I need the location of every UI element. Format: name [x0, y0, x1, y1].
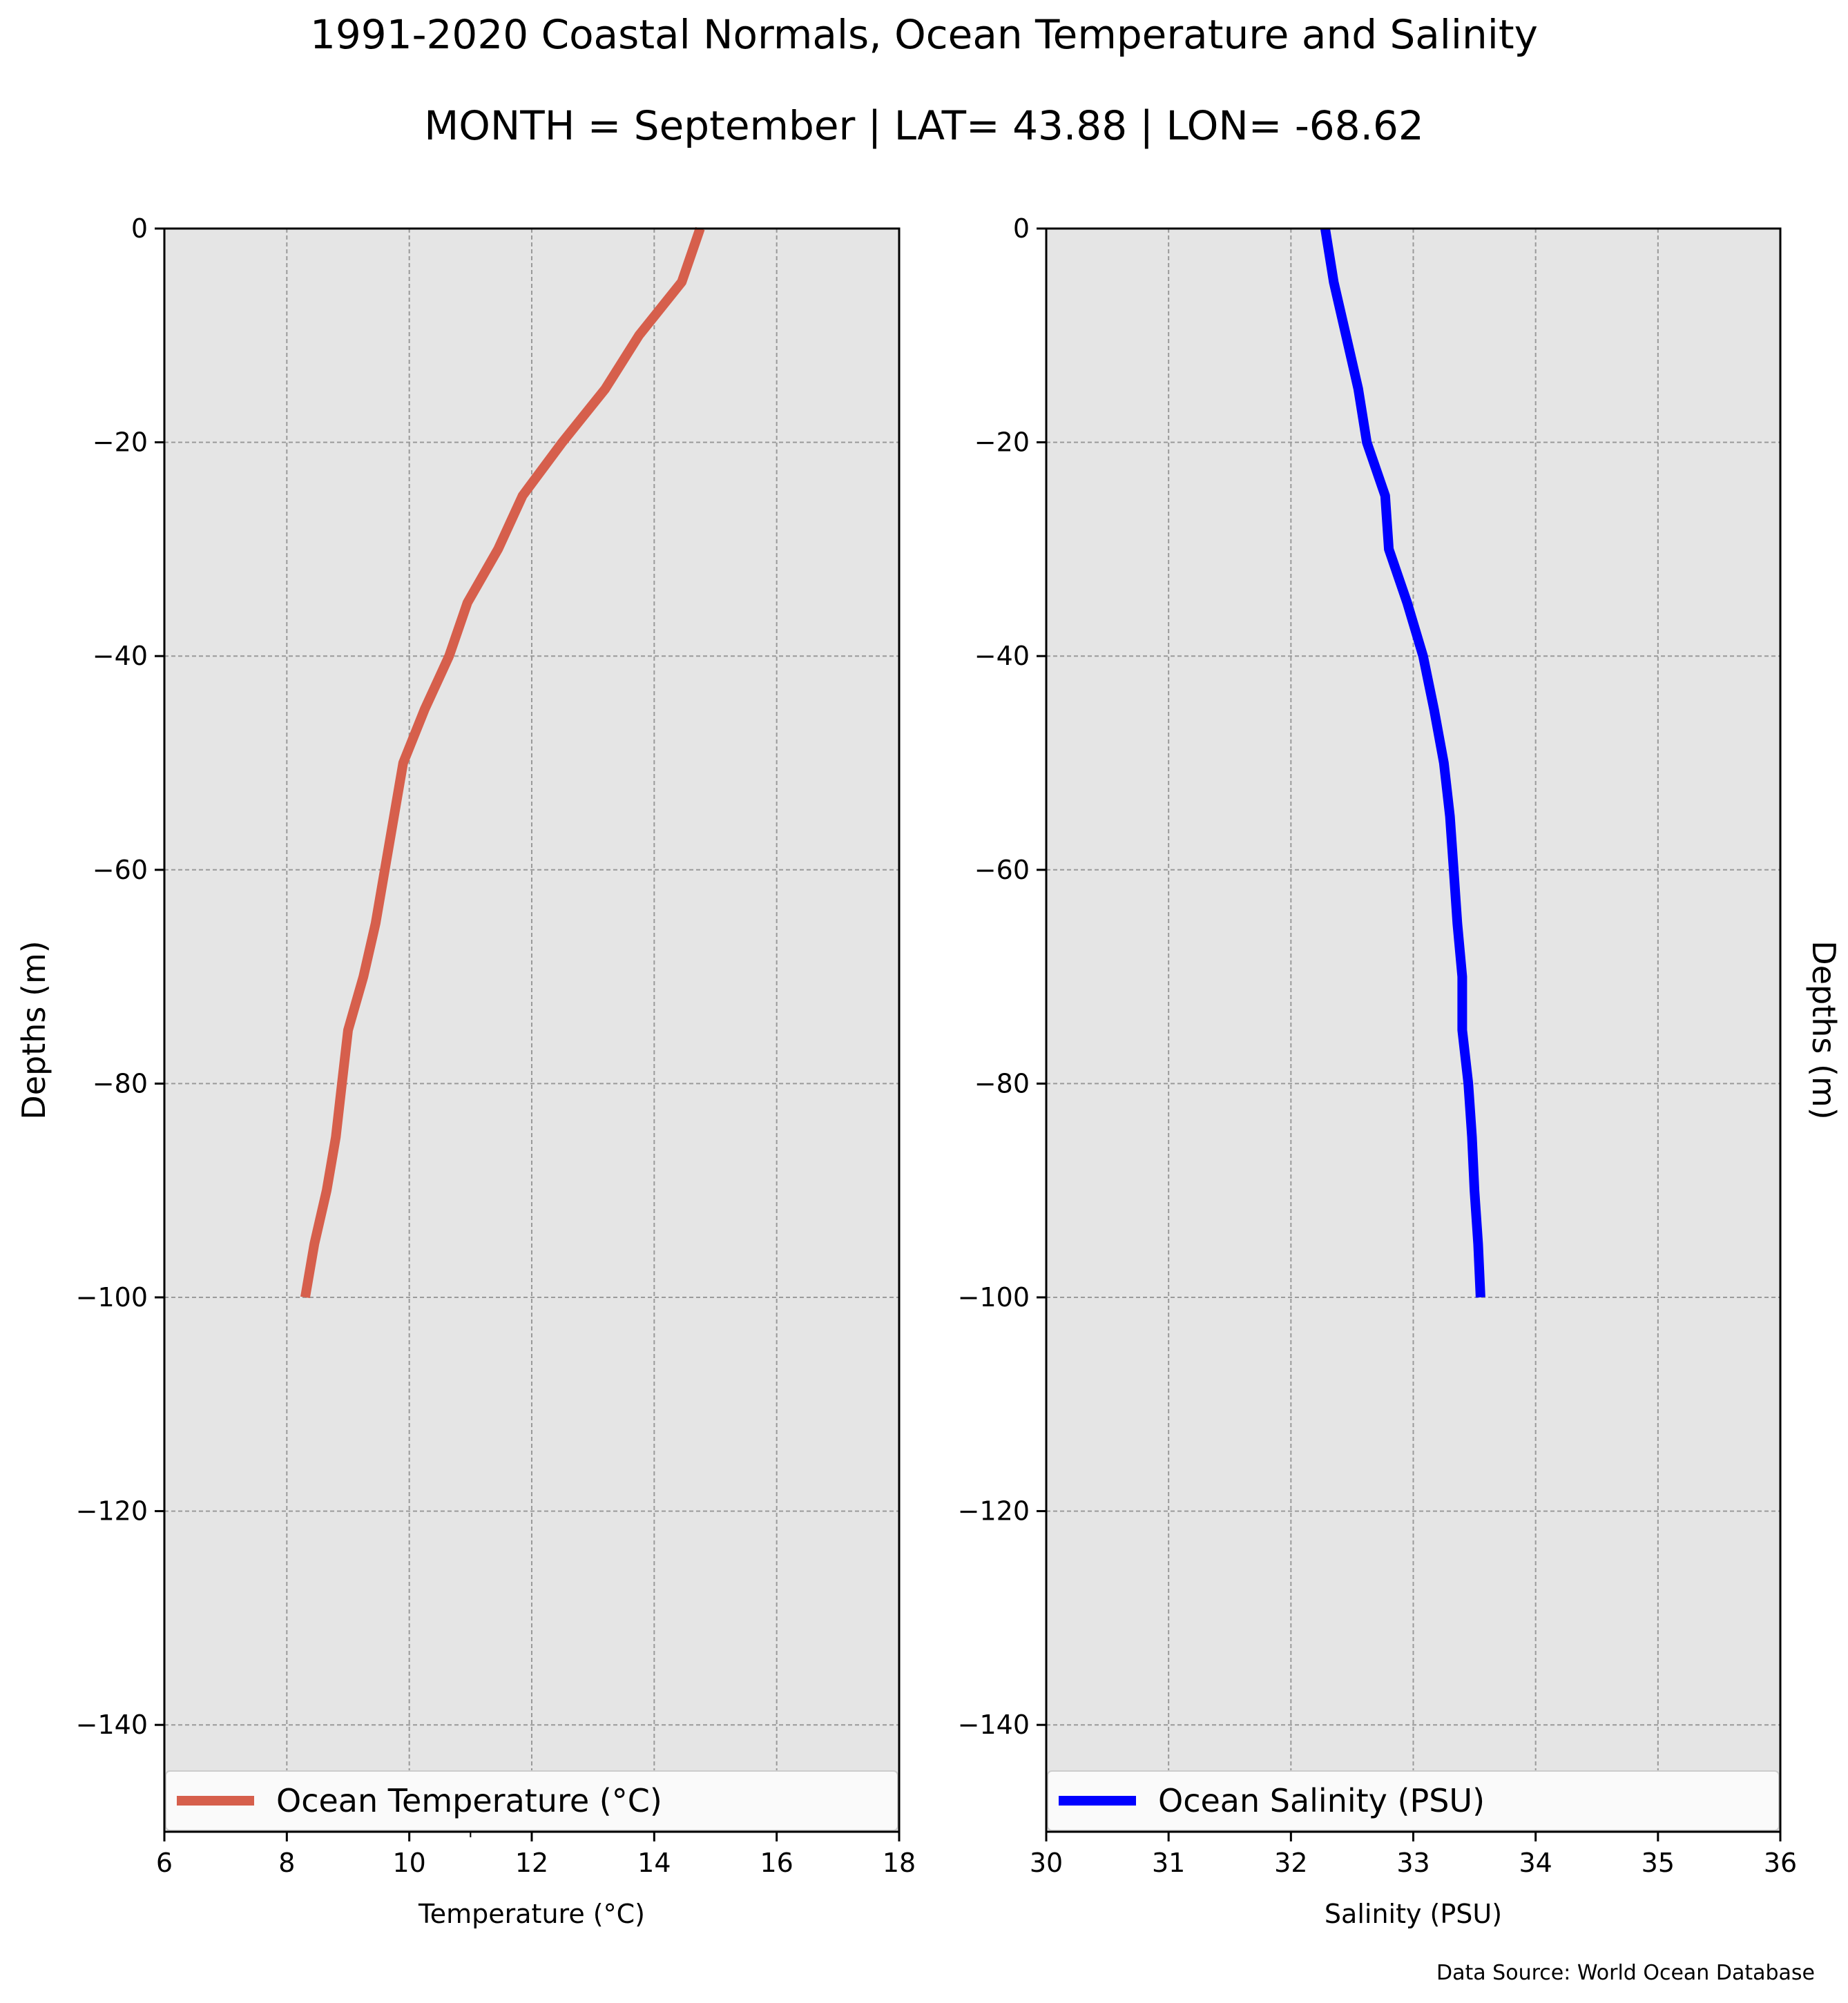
- y-tick-label: −80: [93, 1068, 148, 1099]
- panel-1: Ocean Temperature (°C) 6 8 10 12 14 16 18 0 −20 −4…: [15, 213, 916, 1929]
- y-tick-label: −40: [974, 641, 1030, 671]
- y-tick-label: −20: [974, 427, 1030, 458]
- y-tick-label: 0: [131, 213, 148, 244]
- legend-label: Ocean Salinity (PSU): [1158, 1782, 1485, 1819]
- legend-box: [1047, 1770, 1780, 1831]
- y-axis-label: Depths (m): [15, 940, 52, 1119]
- x-tick-label: 31: [1152, 1848, 1185, 1878]
- legend-box: [165, 1770, 898, 1831]
- x-tick-label: 30: [1030, 1848, 1063, 1878]
- chart-title: 1991-2020 Coastal Normals, Ocean Tempera…: [310, 11, 1538, 58]
- x-tick-label: 35: [1642, 1848, 1675, 1878]
- data-source-note: Data Source: World Ocean Database: [1436, 1961, 1815, 1985]
- x-tick-label: 34: [1519, 1848, 1552, 1878]
- y-tick-label: −40: [93, 641, 148, 671]
- x-axis-label: Salinity (PSU): [1325, 1899, 1502, 1929]
- x-tick-label: 36: [1764, 1848, 1797, 1878]
- legend-label: Ocean Temperature (°C): [276, 1782, 662, 1819]
- x-axis-label: Temperature (°C): [418, 1899, 645, 1929]
- y-tick-label: −80: [974, 1068, 1030, 1099]
- x-tick-label: 32: [1274, 1848, 1307, 1878]
- y-tick-label: −100: [958, 1282, 1030, 1313]
- chart-subtitle: MONTH = September | LAT= 43.88 | LON= -6…: [424, 102, 1424, 149]
- x-tick-label: 33: [1396, 1848, 1430, 1878]
- x-tick-label: 18: [883, 1848, 916, 1878]
- x-tick-label: 14: [637, 1848, 671, 1878]
- x-tick-label: 10: [392, 1848, 425, 1878]
- y-tick-label: −100: [76, 1282, 148, 1313]
- y-axis-label-right: Depths (m): [1805, 940, 1842, 1119]
- x-tick-label: 8: [278, 1848, 295, 1878]
- y-tick-label: 0: [1013, 213, 1030, 244]
- x-tick-label: 6: [156, 1848, 173, 1878]
- y-tick-label: −60: [93, 855, 148, 885]
- y-tick-label: −20: [93, 427, 148, 458]
- series-line: [300, 226, 705, 1299]
- y-tick-label: −120: [76, 1496, 148, 1527]
- series-line: [1320, 227, 1485, 1298]
- panel-2: Ocean Salinity (PSU) 30 31 32 33 34 35 36 0 −20 −4…: [958, 213, 1842, 1929]
- y-tick-label: −140: [76, 1710, 148, 1740]
- y-tick-label: −140: [958, 1710, 1030, 1740]
- y-tick-label: −60: [974, 855, 1030, 885]
- y-tick-label: −120: [958, 1496, 1030, 1527]
- x-tick-label: 16: [760, 1848, 793, 1878]
- x-tick-label: 12: [515, 1848, 548, 1878]
